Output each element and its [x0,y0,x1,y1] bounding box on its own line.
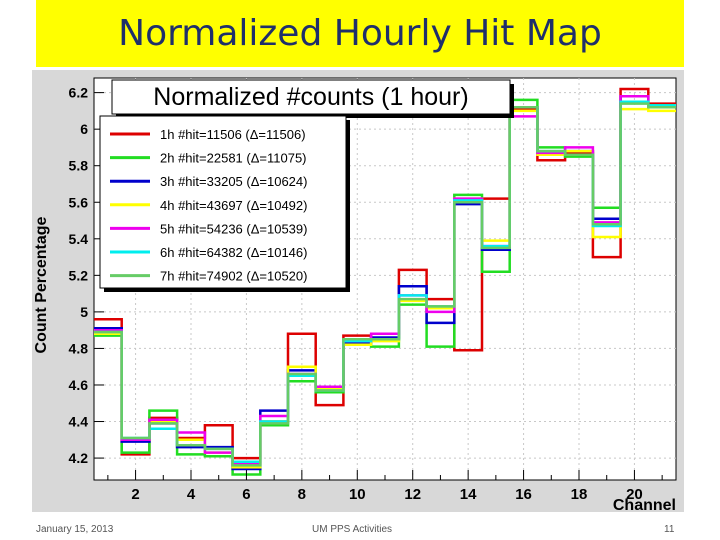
x-axis-label: Channel [613,497,676,512]
slide-title: Normalized Hourly Hit Map [118,13,602,54]
legend-shadow-bottom [104,288,350,292]
footer-center-text: UM PPS Activities [312,524,393,535]
y-tick-label: 4.2 [69,450,89,466]
legend-label-7: 7h #hit=74902 (Δ=10520) [160,269,307,284]
y-tick-label: 5.2 [69,267,89,283]
chart-container: 4.2 4.4 4.6 4.8 5 5.2 5.4 5.6 5.8 6 6.2 2 4 6 8 10 12 14 1… [32,70,684,512]
x-tick-label: 14 [460,486,477,503]
page-number: 11 [664,524,675,535]
series-layer [94,87,676,476]
x-tick-label: 16 [515,486,532,503]
legend-label-3: 3h #hit=33205 (Δ=10624) [160,174,307,189]
chart-title: Normalized #counts (1 hour) [153,83,468,111]
step-histogram-chart: 4.2 4.4 4.6 4.8 5 5.2 5.4 5.6 5.8 6 6.2 2 4 6 8 10 12 14 1… [32,70,684,512]
legend-label-5: 5h #hit=54236 (Δ=10539) [160,221,307,236]
series-line-7 [94,102,676,467]
y-tick-label: 5 [80,304,88,320]
axes: 4.2 4.4 4.6 4.8 5 5.2 5.4 5.6 5.8 6 6.2 2 4 6 8 10 12 14 1… [69,85,663,503]
y-tick-label: 6.2 [69,85,89,101]
x-tick-label: 20 [626,486,643,503]
legend-label-6: 6h #hit=64382 (Δ=10146) [160,245,307,260]
y-tick-label: 4.4 [69,414,89,430]
y-tick-label: 4.8 [69,340,89,356]
series-line-4 [94,107,676,469]
x-tick-label: 6 [242,486,250,503]
x-tick-label: 18 [571,486,588,503]
legend-label-4: 4h #hit=43697 (Δ=10492) [160,198,307,213]
legend: 1h #hit=11506 (Δ=11506) 2h #hit=22581 (Δ=… [110,127,307,284]
legend-shadow [346,120,350,292]
chart-title-box [111,79,511,115]
y-axis-label: Count Percentage [33,216,50,353]
legend-label-2: 2h #hit=22581 (Δ=11075) [160,151,307,166]
y-tick-label: 5.8 [69,158,89,174]
x-tick-label: 12 [404,486,421,503]
x-tick-label: 2 [131,486,139,503]
x-tick-label: 4 [187,486,196,503]
slide-title-banner: Normalized Hourly Hit Map [36,0,684,67]
x-tick-label: 8 [298,486,306,503]
y-tick-label: 5.4 [69,231,89,247]
y-tick-label: 4.6 [69,377,89,393]
footer-date: January 15, 2013 [36,524,114,535]
series-line-5 [94,95,676,465]
y-tick-label: 5.6 [69,194,89,210]
y-tick-label: 6 [80,121,88,137]
x-tick-label: 10 [349,486,366,503]
legend-label-1: 1h #hit=11506 (Δ=11506) [160,127,306,142]
series-line-2 [94,98,676,476]
chart-title-shadow [510,84,514,118]
